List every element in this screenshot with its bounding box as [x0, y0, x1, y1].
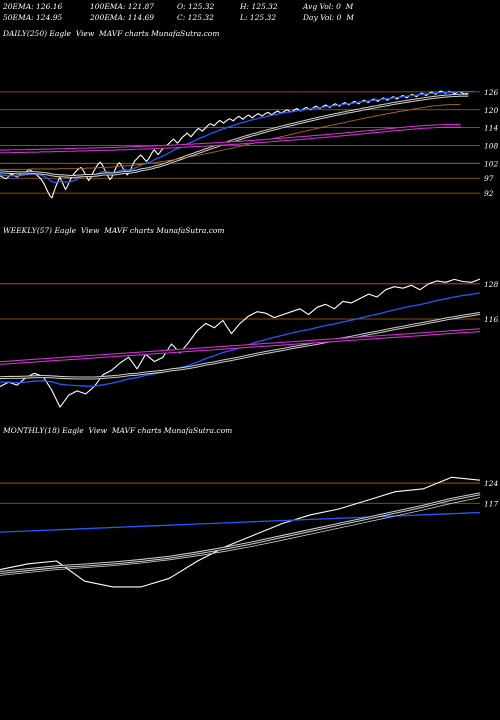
- header-20ema: 20EMA: 126.16: [3, 2, 63, 11]
- series-ema200-inner-0: [0, 124, 461, 153]
- series-ema50-outer-0: [0, 93, 469, 178]
- header-open: O: 125.32: [177, 2, 215, 11]
- header-200ema: 200EMA: 114.69: [90, 13, 155, 22]
- tick-label-0-3: 108: [484, 141, 499, 150]
- series-ema100-0: [0, 103, 461, 170]
- series-ema_mid-outer-2: [0, 492, 481, 574]
- tick-label-1-1: 116: [484, 315, 499, 324]
- series-ema_fast-1: [0, 292, 481, 387]
- series-ema20-0: [0, 90, 475, 184]
- series-price-2: [0, 476, 481, 588]
- series-ema_mid2-2: [0, 497, 481, 576]
- tick-label-0-0: 126: [484, 88, 499, 97]
- series-price-1: [0, 278, 481, 408]
- weekly-panel-title: WEEKLY(57) Eagle View MAVF charts Munafa…: [3, 226, 225, 235]
- header-day-vol: Day Vol: 0 M: [303, 13, 354, 22]
- header-low: L: 125.32: [240, 13, 277, 22]
- tick-label-0-5: 97: [484, 174, 494, 183]
- header-close: C: 125.32: [177, 13, 214, 22]
- tick-label-0-4: 102: [484, 159, 499, 168]
- series-ema_mid-inner-2: [0, 493, 481, 573]
- header-100ema: 100EMA: 121.87: [90, 2, 155, 11]
- series-ema_slow-inner-1: [0, 329, 481, 364]
- tick-label-2-0: 124: [484, 479, 499, 488]
- daily-panel-title: DAILY(250) Eagle View MAVF charts Munafa…: [3, 29, 220, 38]
- tick-label-0-2: 114: [484, 124, 499, 133]
- header-high: H: 125.32: [240, 2, 278, 11]
- tick-label-1-0: 128: [484, 280, 499, 289]
- tick-label-0-1: 120: [484, 106, 499, 115]
- series-ema50-inner-0: [0, 94, 469, 177]
- series-ema_fast-2: [0, 511, 481, 533]
- header-avg-vol: Avg Vol: 0 M: [303, 2, 354, 11]
- header-50ema: 50EMA: 124.95: [3, 13, 63, 22]
- monthly-panel-title: MONTHLY(18) Eagle View MAVF charts Munaf…: [3, 426, 233, 435]
- tick-label-0-6: 92: [484, 189, 494, 198]
- series-ema_mid-inner-1: [0, 312, 481, 379]
- tick-label-2-1: 117: [484, 499, 499, 508]
